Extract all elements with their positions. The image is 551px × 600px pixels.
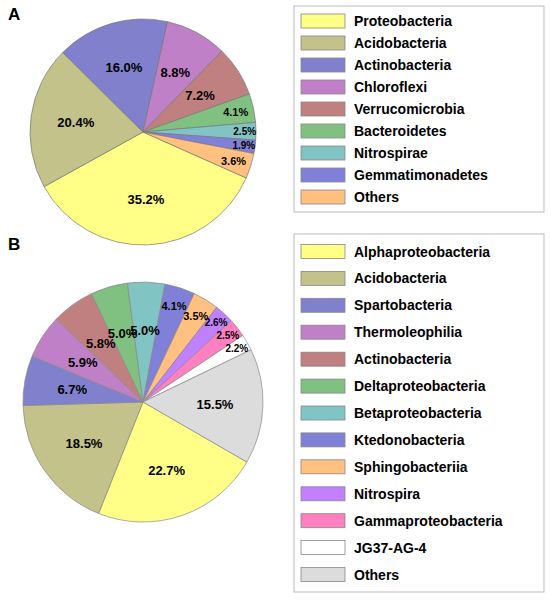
data-label: 8.8% [160, 65, 190, 80]
data-label: 4.1% [223, 106, 248, 118]
slice [23, 402, 143, 513]
legend-label: Bacteroidetes [354, 123, 447, 139]
legend-swatch [301, 541, 345, 555]
data-label: 3.6% [221, 155, 246, 167]
panel-label: B [8, 235, 20, 254]
slice [143, 350, 263, 462]
legend-label: Verrucomicrobia [354, 101, 465, 117]
data-label: 2.5% [233, 126, 256, 137]
data-label: 15.5% [197, 397, 234, 412]
data-label: 2.5% [216, 330, 239, 341]
legend-swatch [301, 379, 345, 393]
legend-frame [294, 6, 544, 212]
figure: A 35.2% 20.4% 16.0% 8.8% 7.2% 4.1% 2.5% 1.9% 3.6%… [0, 0, 551, 600]
legend-swatch [301, 514, 345, 528]
legend-label: Gemmatimonadetes [354, 167, 488, 183]
legend-label: Acidobacteria [354, 35, 447, 51]
legend-label: Ktedonobacteria [354, 432, 465, 448]
slices [30, 19, 256, 245]
legend-swatch [301, 298, 345, 312]
data-label: 5.9% [68, 355, 98, 370]
legend-swatch [301, 433, 345, 447]
legend-label: Proteobacteria [354, 13, 452, 29]
legend-label: Chloroflexi [354, 79, 427, 95]
legend-swatch [301, 36, 345, 50]
legend-label: Deltaproteobacteria [354, 378, 486, 394]
legend-swatch [301, 168, 345, 182]
legend-swatch [301, 190, 345, 204]
data-label: 6.7% [57, 382, 87, 397]
legend-label: Spartobacteria [354, 297, 452, 313]
legend-swatch [301, 325, 345, 339]
panel-label: A [8, 5, 20, 24]
legend-label: Betaproteobacteria [354, 405, 482, 421]
pie-panel-1: B22.7%18.5%6.7%5.9%5.8%5.0%5.0%4.1%3.5%2… [8, 234, 544, 592]
legend-label: JG37-AG-4 [354, 540, 427, 556]
data-label: 20.4% [57, 115, 94, 130]
legend-swatch [301, 124, 345, 138]
legend-label: Acidobacteria [354, 270, 447, 286]
legend-swatch [301, 58, 345, 72]
legend-label: Nitrospira [354, 486, 420, 502]
data-label: 22.7% [148, 463, 185, 478]
legend: Alphaproteobacteria Acidobacteria Spartoba… [294, 234, 544, 592]
data-label: 35.2% [127, 192, 164, 207]
data-label: 5.0% [130, 323, 160, 338]
legend-swatch [301, 14, 345, 28]
legend-swatch [301, 487, 345, 501]
legend: Proteobacteria Acidobacteria Actinobacteri… [294, 6, 544, 212]
legend-frame [294, 234, 544, 592]
legend-label: Thermoleophilia [354, 324, 462, 340]
data-label: 16.0% [105, 60, 142, 75]
legend-label: Others [354, 567, 399, 583]
data-label: 7.2% [185, 88, 215, 103]
legend-swatch [301, 80, 345, 94]
legend-swatch [301, 406, 345, 420]
legend-swatch [301, 102, 345, 116]
legend-label: Actinobacteria [354, 351, 451, 367]
data-label: 18.5% [66, 436, 103, 451]
legend-swatch [301, 568, 345, 582]
legend-label: Gammaproteobacteria [354, 513, 503, 529]
legend-label: Others [354, 189, 399, 205]
data-label: 2.2% [225, 343, 248, 354]
legend-swatch [301, 352, 345, 366]
pie-panel-0: A 35.2% 20.4% 16.0% 8.8% 7.2% 4.1% 2.5% 1.9% 3.6%… [8, 5, 544, 245]
data-label: 2.6% [205, 317, 228, 328]
legend-label: Alphaproteobacteria [354, 244, 490, 260]
slices [23, 282, 263, 522]
legend-swatch [301, 271, 345, 285]
data-labels: 22.7%18.5%6.7%5.9%5.8%5.0%5.0%4.1%3.5%2.… [57, 300, 248, 478]
background [0, 0, 551, 600]
legend-label: Actinobacteria [354, 57, 451, 73]
data-labels: 35.2% 20.4% 16.0% 8.8% 7.2% 4.1% 2.5% 1.9% 3.6% [57, 60, 256, 208]
legend-label: Sphingobacteriia [354, 459, 468, 475]
data-label: 1.9% [232, 140, 255, 151]
legend-swatch [301, 146, 345, 160]
legend-swatch [301, 460, 345, 474]
legend-swatch [301, 245, 345, 259]
slice [143, 132, 254, 178]
legend-label: Nitrospirae [354, 145, 428, 161]
